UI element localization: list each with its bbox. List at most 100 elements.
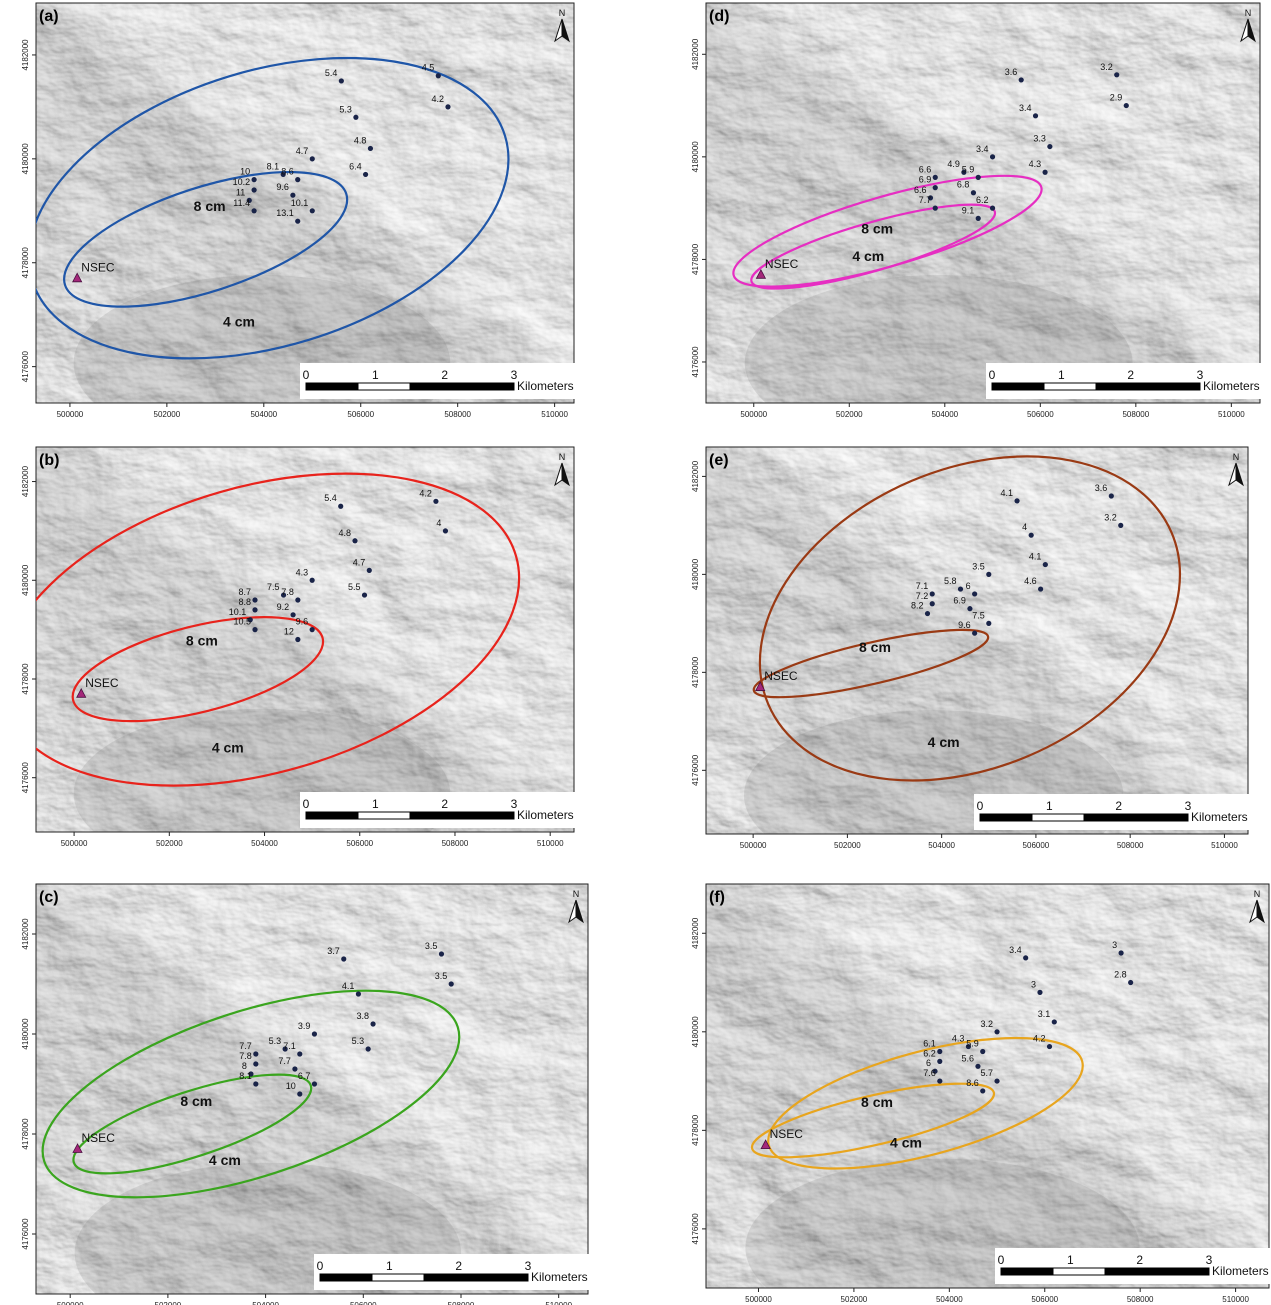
sample-site-marker <box>445 104 451 110</box>
sample-thickness-label: 3.5 <box>435 971 448 981</box>
x-tick-label: 506000 <box>1027 410 1054 419</box>
sample-site-marker <box>282 1046 288 1052</box>
isopach-8cm-label: 8 cm <box>194 198 226 214</box>
isopach-4cm-contour <box>36 472 521 787</box>
sample-site-marker <box>1108 493 1114 499</box>
sample-site-marker <box>957 586 964 592</box>
isopach-8cm-contour <box>72 1073 313 1175</box>
isopach-8cm-label: 8 cm <box>186 632 218 648</box>
north-arrow-label: N <box>559 452 566 462</box>
isopach-4cm-contour <box>36 56 510 360</box>
scale-number: 2 <box>1127 368 1134 382</box>
sample-site-marker <box>986 571 992 577</box>
x-tick-label: 510000 <box>537 839 564 848</box>
sample-thickness-label: 4.3 <box>1029 159 1042 169</box>
x-tick-label: 502000 <box>834 841 861 850</box>
sample-site-marker <box>937 1058 943 1064</box>
sample-thickness-label: 3.2 <box>1104 512 1117 522</box>
sample-thickness-label: 4.8 <box>354 135 367 145</box>
panel-letter: (c) <box>39 889 59 906</box>
scale-number: 1 <box>1046 799 1053 813</box>
sample-thickness-label: 3.2 <box>981 1019 994 1029</box>
sample-thickness-label: 5.4 <box>324 493 337 503</box>
sample-thickness-label: 4.5 <box>422 63 435 73</box>
scale-number: 3 <box>1206 1253 1213 1267</box>
x-tick-label: 508000 <box>1122 410 1149 419</box>
sample-site-marker <box>994 1078 1000 1084</box>
x-tick-label: 506000 <box>1023 841 1050 850</box>
map-panel-c: 500000 502000 504000 506000 508000 510000 4176… <box>21 883 596 1305</box>
y-tick-label: 4178000 <box>691 1114 700 1146</box>
map-frame <box>35 883 589 1295</box>
sample-thickness-label: 5.8 <box>944 576 957 586</box>
sample-site-marker <box>932 205 938 211</box>
sample-thickness-label: 6.6 <box>919 164 932 174</box>
sample-site-marker <box>352 538 358 544</box>
x-tick-label: 502000 <box>836 410 863 419</box>
x-tick-label: 510000 <box>1222 1295 1249 1304</box>
sample-site-marker <box>975 174 981 180</box>
y-tick-label: 4180000 <box>21 1018 30 1050</box>
sample-thickness-label: 8.2 <box>911 601 924 611</box>
y-tick-label: 4182000 <box>691 460 700 492</box>
y-tick-label: 4182000 <box>691 917 700 949</box>
sample-site-marker <box>338 503 344 509</box>
sample-site-marker <box>253 1061 259 1067</box>
scale-number: 2 <box>1136 1253 1143 1267</box>
sample-site-marker <box>965 1043 972 1050</box>
x-tick-label: 500000 <box>57 1301 84 1305</box>
sample-thickness-label: 3.6 <box>1095 483 1108 493</box>
y-tick-label: 4180000 <box>691 1016 700 1048</box>
sample-thickness-label: 5.3 <box>339 104 352 114</box>
sample-site-marker <box>961 169 967 175</box>
sample-site-marker <box>435 73 441 79</box>
sample-site-marker <box>290 612 296 618</box>
sample-thickness-label: 5.3 <box>269 1036 282 1046</box>
sample-thickness-label: 5.9 <box>962 164 975 174</box>
sample-thickness-label: 12 <box>284 627 294 637</box>
sample-site-marker <box>937 1048 943 1055</box>
y-tick-label: 4176000 <box>691 754 700 786</box>
sample-thickness-label: 7.7 <box>239 1041 252 1051</box>
panel-letter: (a) <box>39 8 59 25</box>
map-frame <box>35 2 575 404</box>
sample-site-marker <box>438 951 445 957</box>
north-arrow-label: N <box>1254 889 1261 899</box>
sample-thickness-label: 10.5 <box>233 617 251 627</box>
x-tick-label: 500000 <box>740 841 767 850</box>
north-arrow-icon <box>1249 899 1265 924</box>
sample-thickness-label: 7.8 <box>281 587 294 597</box>
vent-label: NSEC <box>770 1127 804 1141</box>
x-tick-label: 502000 <box>841 1295 868 1304</box>
scale-number: 3 <box>511 797 518 811</box>
x-tick-label: 504000 <box>931 410 958 419</box>
sample-site-marker <box>248 1071 254 1077</box>
y-tick-label: 4176000 <box>21 1218 30 1250</box>
y-tick-label: 4182000 <box>21 465 30 497</box>
isopach-8cm-label: 8 cm <box>180 1093 212 1109</box>
map-panel-a: 500000 502000 504000 506000 508000 510000 4176… <box>21 2 582 419</box>
y-tick-label: 4176000 <box>21 351 30 383</box>
sample-site-marker <box>292 1066 298 1072</box>
sample-thickness-label: 4.3 <box>952 1034 965 1044</box>
north-arrow-icon <box>568 899 584 924</box>
sample-thickness-label: 8.6 <box>281 167 294 177</box>
map-panel-f: 500000 502000 504000 506000 508000 510000 4176… <box>691 883 1271 1304</box>
sample-site-marker <box>975 1063 981 1069</box>
isopach-8cm-contour <box>750 203 997 290</box>
sample-site-marker <box>251 187 257 193</box>
x-tick-label: 510000 <box>541 410 568 419</box>
sample-site-marker <box>929 601 935 607</box>
sample-thickness-label: 10.2 <box>233 177 251 187</box>
sample-thickness-label: 5.3 <box>352 1036 365 1046</box>
sample-site-marker <box>1123 102 1129 109</box>
isopach-4cm-label: 4 cm <box>928 734 960 750</box>
sample-thickness-label: 8.7 <box>238 587 251 597</box>
scale-number: 0 <box>998 1253 1005 1267</box>
north-arrow-icon <box>1228 462 1244 487</box>
x-tick-label: 500000 <box>740 410 767 419</box>
sample-site-marker <box>309 577 315 583</box>
